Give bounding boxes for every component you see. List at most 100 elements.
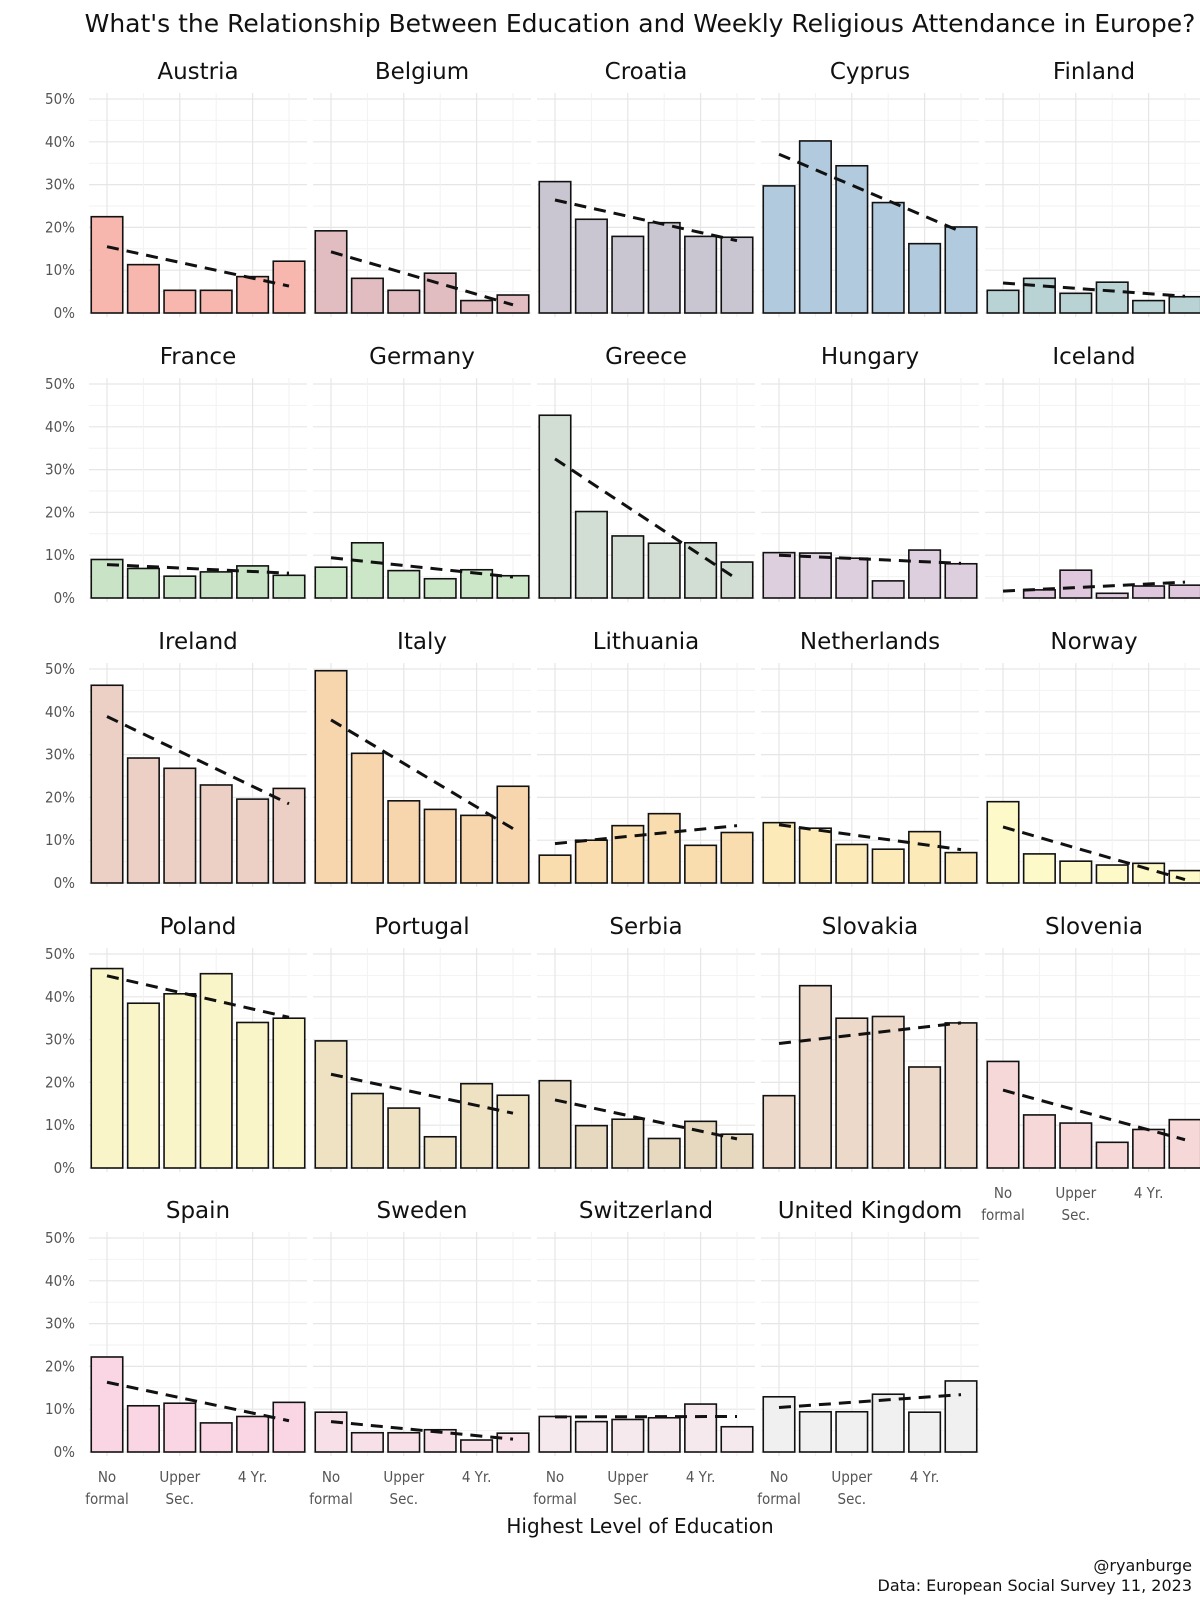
- x-tick-label: Upper Sec.: [1055, 1184, 1096, 1224]
- bar: [90, 215, 124, 314]
- facet-title: Austria: [157, 59, 238, 85]
- bar: [126, 1002, 160, 1169]
- bar: [1059, 569, 1093, 599]
- bar: [611, 1418, 645, 1453]
- bar: [460, 1439, 494, 1453]
- bar: [236, 1021, 270, 1169]
- x-tick-label: 4 Yr.: [910, 1468, 940, 1486]
- x-tick-label: Upper Sec.: [383, 1468, 424, 1508]
- x-tick-label: No formal: [309, 1468, 352, 1508]
- bar: [871, 201, 905, 314]
- trend-line: [778, 1021, 962, 1045]
- trend-line: [106, 715, 290, 806]
- gridlines: [537, 663, 755, 887]
- bar: [90, 1356, 124, 1453]
- bar: [199, 571, 233, 599]
- bar: [986, 289, 1020, 314]
- bar: [835, 557, 869, 599]
- chart-title: What's the Relationship Between Educatio…: [85, 9, 1196, 38]
- y-tick-label: 20%: [45, 788, 75, 806]
- facet-title: Iceland: [1052, 344, 1135, 370]
- trend-line: [554, 198, 738, 243]
- facet-title: Sweden: [377, 1198, 468, 1224]
- y-tick-label: 20%: [45, 1357, 75, 1375]
- y-tick-label: 30%: [45, 746, 75, 764]
- bar: [1022, 853, 1056, 884]
- y-tick-label: 30%: [45, 1315, 75, 1333]
- bar: [574, 1420, 608, 1453]
- bar: [684, 541, 718, 599]
- bar: [423, 1428, 457, 1453]
- bar: [871, 1015, 905, 1169]
- bar: [236, 798, 270, 884]
- bar: [496, 1094, 530, 1169]
- y-tick-label: 20%: [45, 218, 75, 236]
- trend-line: [1002, 580, 1186, 593]
- bar: [423, 577, 457, 599]
- bar: [574, 839, 608, 884]
- x-tick-label: 4 Yr.: [686, 1468, 716, 1486]
- bar: [538, 1415, 572, 1453]
- y-tick-label: 30%: [45, 1031, 75, 1049]
- trend-line: [1002, 1088, 1186, 1142]
- bar: [1095, 592, 1129, 599]
- x-tick-label: No formal: [757, 1468, 800, 1508]
- bar: [1168, 295, 1200, 314]
- bar: [798, 984, 832, 1169]
- x-tick-label: 4 Yr.: [462, 1468, 492, 1486]
- y-tick-label: 10%: [45, 261, 75, 279]
- bar: [1022, 589, 1056, 599]
- facet-finland: Finland: [985, 59, 1200, 317]
- facet-belgium: Belgium: [313, 59, 531, 317]
- x-tick-label: Upper Sec.: [831, 1468, 872, 1508]
- bar: [720, 561, 754, 599]
- facet-poland: Poland 0% 10% 20% 30% 40% 50%: [45, 914, 307, 1177]
- bar: [1059, 292, 1093, 314]
- bar: [611, 235, 645, 314]
- facet-croatia: Croatia: [537, 59, 755, 317]
- y-tick-label: 0%: [54, 589, 76, 607]
- bar: [720, 236, 754, 314]
- facet-title: Finland: [1053, 59, 1135, 85]
- x-tick-label: 4 Yr.: [238, 1468, 268, 1486]
- bar: [236, 1415, 270, 1453]
- bar: [835, 164, 869, 314]
- facet-hungary: Hungary: [761, 344, 979, 602]
- facet-title: United Kingdom: [778, 1198, 963, 1224]
- y-tick-label: 10%: [45, 831, 75, 849]
- y-tick-label: 10%: [45, 1400, 75, 1418]
- y-tick-label: 0%: [54, 1159, 76, 1177]
- bar: [272, 1017, 306, 1169]
- facet-title: Belgium: [375, 59, 469, 85]
- facet-austria: Austria 0% 10% 20% 30% 40% 50%: [45, 59, 307, 322]
- x-tick-label: Upper Sec.: [607, 1468, 648, 1508]
- bar: [350, 1092, 384, 1169]
- bar: [574, 510, 608, 599]
- y-tick-label: 20%: [45, 503, 75, 521]
- bar: [835, 843, 869, 884]
- gridlines: [537, 1232, 755, 1456]
- y-tick-label: 40%: [45, 418, 75, 436]
- bar: [387, 1107, 421, 1169]
- bar: [1168, 584, 1200, 599]
- bar: [1132, 299, 1166, 314]
- facet-title: Italy: [397, 629, 447, 655]
- facet-title: Poland: [160, 914, 237, 940]
- bar: [460, 299, 494, 314]
- bar: [496, 574, 530, 599]
- bar: [1059, 860, 1093, 884]
- bar: [1095, 864, 1129, 884]
- bar: [90, 684, 124, 884]
- facet-slovakia: Slovakia: [761, 914, 979, 1172]
- trend-line: [106, 563, 290, 575]
- bar: [538, 854, 572, 884]
- bar: [350, 541, 384, 599]
- trend-line: [554, 457, 738, 581]
- bar: [163, 289, 197, 314]
- x-tick-label: No formal: [85, 1468, 128, 1508]
- bar: [762, 1395, 796, 1453]
- bar: [538, 414, 572, 599]
- bar: [1168, 869, 1200, 884]
- facet-title: Germany: [369, 344, 475, 370]
- trend-line: [330, 1072, 514, 1115]
